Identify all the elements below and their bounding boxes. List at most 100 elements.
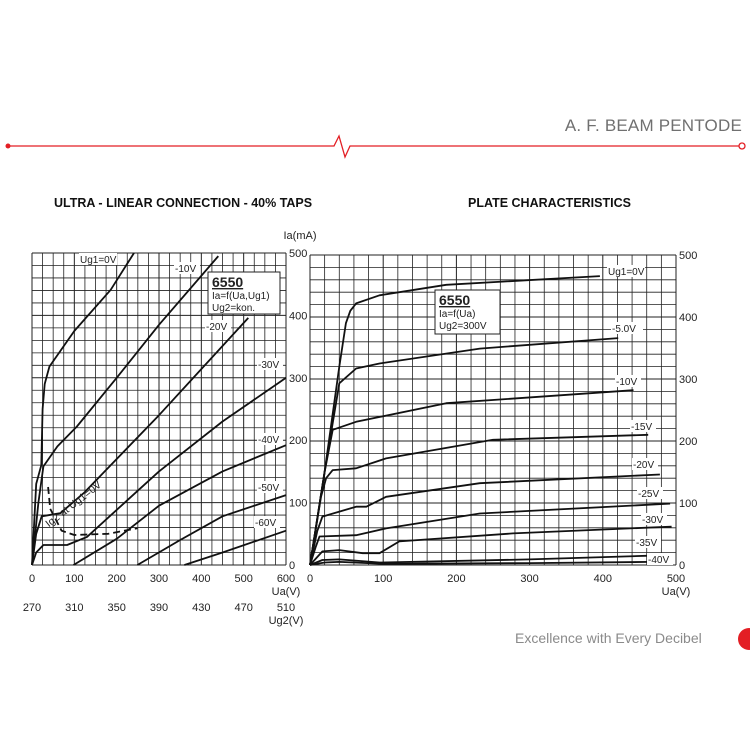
- chart-title-plate: PLATE CHARACTERISTICS: [468, 196, 631, 210]
- curve--35v: [309, 554, 650, 566]
- y-tick-label: 200: [679, 436, 697, 448]
- curve--20v: [31, 317, 249, 566]
- curve-ug1-0v: [31, 252, 135, 566]
- curve--10v: [309, 389, 634, 566]
- series-label: Ig2 at Ug1=0V: [43, 479, 104, 530]
- x2-tick-label: 310: [65, 602, 83, 614]
- curve--50v: [136, 494, 287, 566]
- y-tick-label: 300: [289, 373, 307, 385]
- legend-box: [207, 271, 281, 315]
- tube-model: 6550: [439, 292, 470, 308]
- label-background: [254, 516, 280, 528]
- label-background: [257, 481, 283, 493]
- series-label: -30V: [258, 360, 279, 371]
- curve--60v: [184, 529, 287, 566]
- label-background: [205, 320, 231, 332]
- label-background: [174, 262, 200, 274]
- box-formula: Ia=f(Ua): [439, 309, 475, 320]
- label-background: [79, 253, 117, 265]
- label-background: [641, 513, 667, 525]
- x2-tick-label: 270: [23, 602, 41, 614]
- tube-model: 6550: [212, 274, 243, 290]
- header-divider: [5, 134, 746, 159]
- series-label: -35V: [636, 538, 657, 549]
- y-axis-label: Ia(mA): [284, 230, 317, 242]
- series-label: -50V: [258, 483, 279, 494]
- brand-dot: [738, 628, 750, 650]
- series-label: -30V: [642, 515, 663, 526]
- label-background: [615, 375, 641, 387]
- legend-box: [434, 289, 501, 335]
- series-label: Ug1=0V: [80, 255, 117, 266]
- label-background: [257, 358, 283, 370]
- x-tick-label: 0: [29, 573, 35, 585]
- curve--30v: [309, 525, 672, 566]
- series-label: -20V: [206, 322, 227, 333]
- x-tick-label: 400: [594, 573, 612, 585]
- x-tick-label: 100: [65, 573, 83, 585]
- label-background: [611, 322, 643, 334]
- curve--20v: [309, 473, 660, 566]
- y-tick-label: 100: [679, 498, 697, 510]
- curve--40v: [73, 444, 287, 566]
- y-tick-label: 400: [289, 310, 307, 322]
- x-axis-label: Ua(V): [662, 586, 691, 598]
- series-label: -10V: [616, 377, 637, 388]
- y-tick-label: 500: [679, 250, 697, 262]
- curve--25v: [309, 502, 671, 566]
- curve--15v: [309, 433, 649, 566]
- series-label: -40V: [648, 555, 669, 566]
- x-tick-label: 0: [307, 573, 313, 585]
- series-label: -60V: [255, 518, 276, 529]
- x2-tick-label: 470: [234, 602, 252, 614]
- y-tick-label: 0: [679, 560, 685, 572]
- y-tick-label: 300: [679, 374, 697, 386]
- x-tick-label: 300: [150, 573, 168, 585]
- box-condition: Ug2=300V: [439, 321, 487, 332]
- x2-tick-label: 510: [277, 602, 295, 614]
- chart-ultralinear: 0 100 200 300 400 500 0 100 200 300 400 500 600Ua(V)…: [23, 230, 317, 627]
- series-label: -15V: [631, 422, 652, 433]
- chart-title-ultralinear: ULTRA - LINEAR CONNECTION - 40% TAPS: [54, 196, 313, 210]
- series-label: -40V: [258, 435, 279, 446]
- x2-tick-label: 350: [107, 602, 125, 614]
- label-background: [632, 458, 658, 470]
- series-label: -5.0V: [612, 324, 636, 335]
- series-label: -25V: [638, 489, 659, 500]
- series-label: -20V: [633, 460, 654, 471]
- product-category-title: A. F. BEAM PENTODE: [564, 116, 742, 135]
- y-tick-label: 100: [289, 498, 307, 510]
- x2-tick-label: 390: [150, 602, 168, 614]
- curve--30v: [31, 377, 287, 566]
- x-tick-label: 300: [520, 573, 538, 585]
- y-tick-label: 500: [289, 248, 307, 260]
- label-background: [635, 536, 661, 548]
- curve--10v: [31, 255, 219, 566]
- x-tick-label: 600: [277, 573, 295, 585]
- curve-ug1-0v: [309, 275, 600, 566]
- label-background: [647, 553, 673, 565]
- x-tick-label: 100: [374, 573, 392, 585]
- y-tick-label: 0: [289, 560, 295, 572]
- x2-tick-label: 430: [192, 602, 210, 614]
- series-label: -10V: [175, 264, 196, 275]
- x-tick-label: 400: [192, 573, 210, 585]
- x-tick-label: 200: [447, 573, 465, 585]
- label-background: [607, 265, 645, 277]
- x2-axis-label: Ug2(V): [269, 615, 304, 627]
- label-background: [630, 420, 656, 432]
- series-label: Ug1=0V: [608, 267, 645, 278]
- x-axis-label: Ua(V): [272, 586, 301, 598]
- curve--40v: [309, 561, 651, 566]
- x-tick-label: 500: [667, 573, 685, 585]
- label-background: [637, 487, 663, 499]
- box-formula: Ia=f(Ua,Ug1): [212, 291, 270, 302]
- footer-tagline: Excellence with Every Decibel: [515, 630, 702, 646]
- x-tick-label: 200: [107, 573, 125, 585]
- box-condition: Ug2=kon.: [212, 303, 255, 314]
- x-tick-label: 500: [234, 573, 252, 585]
- y-tick-label: 200: [289, 435, 307, 447]
- label-background: [257, 433, 283, 445]
